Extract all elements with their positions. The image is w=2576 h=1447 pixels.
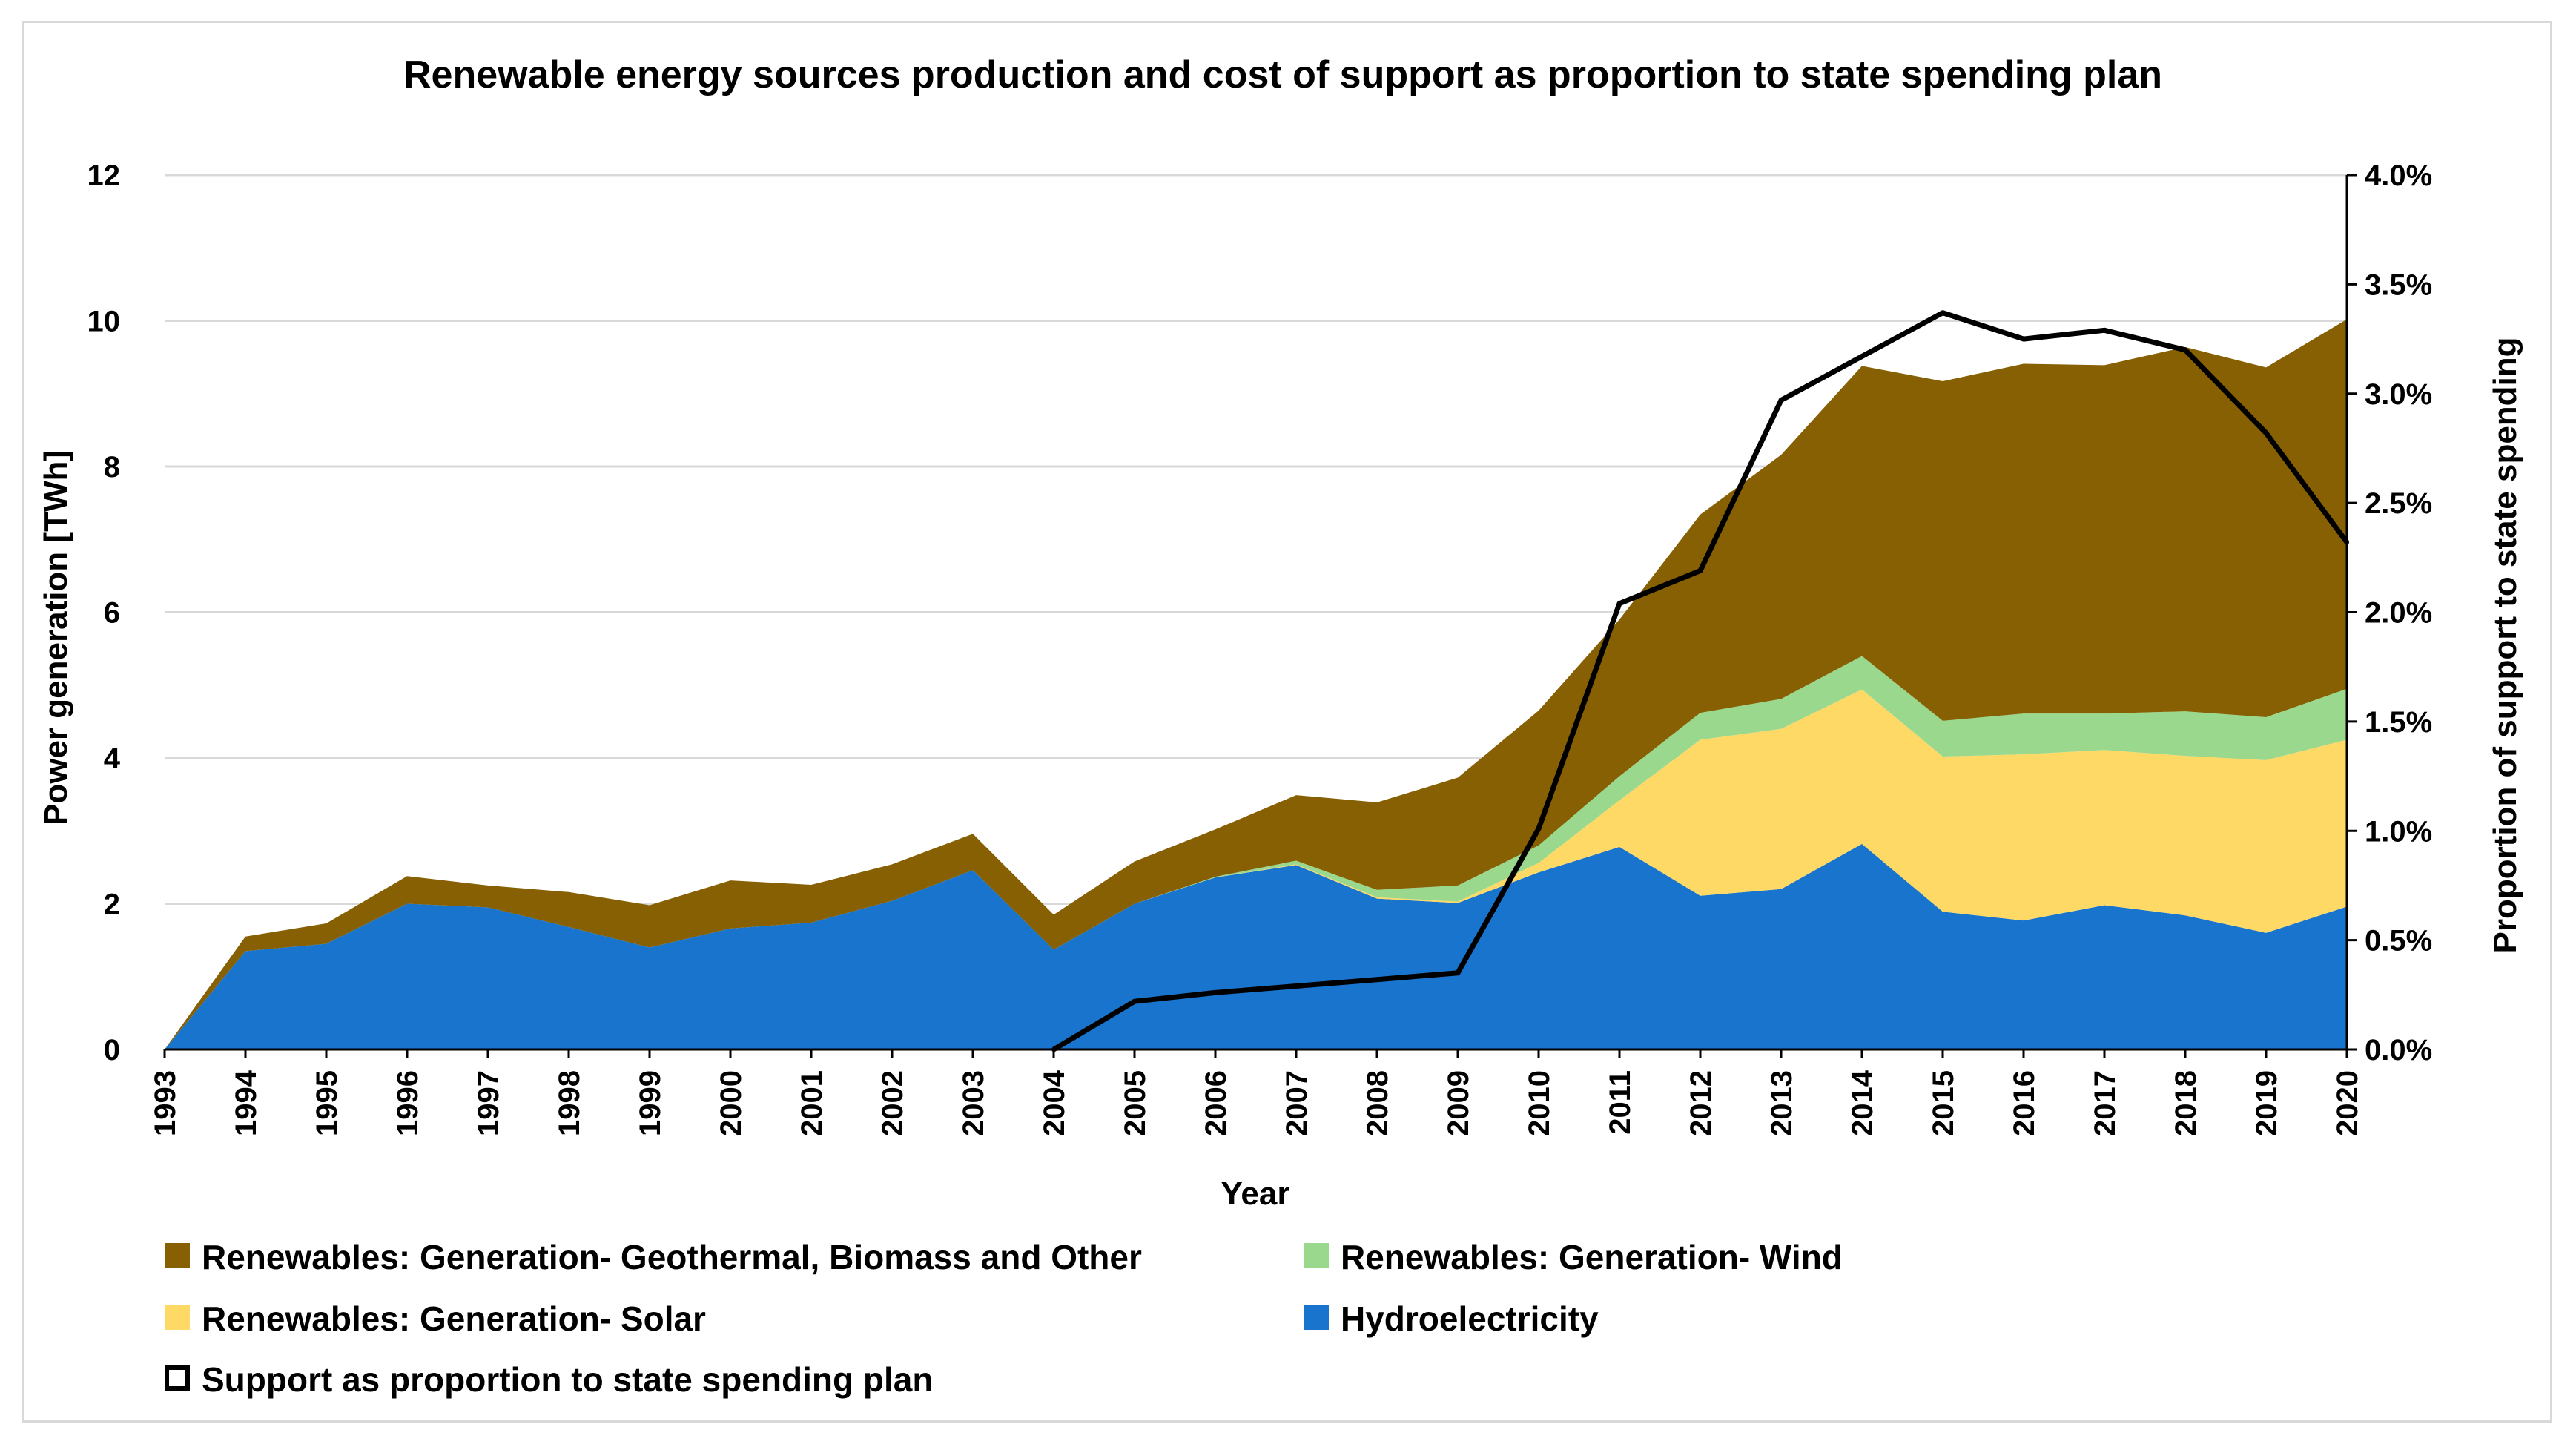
legend-swatch: [165, 1243, 190, 1268]
y2-tick-label: 3.5%: [2365, 268, 2432, 301]
x-tick-label: 2020: [2331, 1070, 2364, 1136]
legend-swatch: [165, 1305, 190, 1330]
y2-axis-title: Proportion of support to state spending: [2487, 337, 2523, 953]
x-tick-label: 2002: [876, 1070, 909, 1136]
support-line-point: [1375, 977, 1379, 982]
y-tick-label: 2: [104, 889, 120, 921]
x-tick-label: 2004: [1038, 1069, 1071, 1136]
x-tick-label: 2017: [2089, 1070, 2121, 1136]
legend: Renewables: Generation- Geothermal, Biom…: [165, 1238, 1843, 1399]
x-tick-label: 2000: [715, 1070, 747, 1136]
support-line-point: [2264, 430, 2268, 435]
area-renewables-generation-solar: [165, 689, 2347, 1049]
x-tick-label: 2016: [2008, 1070, 2041, 1136]
area-renewables-generation-geothermal-biomass-and-other: [165, 319, 2347, 1049]
x-tick-label: 1999: [634, 1070, 667, 1136]
x-tick-label: 2014: [1846, 1069, 1879, 1136]
x-tick-label: 1994: [230, 1069, 262, 1136]
y2-tick-label: 4.0%: [2365, 159, 2432, 192]
support-line-point: [2183, 347, 2187, 352]
x-tick-label: 2003: [957, 1070, 990, 1136]
support-line-point: [1456, 970, 1460, 975]
area-hydroelectricity: [165, 843, 2347, 1049]
x-tick-label: 2005: [1119, 1070, 1152, 1136]
support-line-point: [1213, 990, 1218, 995]
axes: [163, 174, 2357, 1058]
support-line-point: [1132, 999, 1137, 1004]
legend-swatch: [1304, 1305, 1329, 1330]
legend-label: Renewables: Generation- Wind: [1341, 1238, 1843, 1276]
support-line-point: [1779, 398, 1783, 403]
x-tick-label: 2011: [1604, 1070, 1637, 1135]
y-tick-label: 6: [104, 597, 120, 630]
x-tick-label: 2018: [2170, 1070, 2202, 1136]
support-line-point: [1536, 826, 1541, 831]
x-tick-label: 2009: [1442, 1070, 1475, 1136]
legend-label: Support as proportion to state spending …: [202, 1360, 933, 1399]
support-line-point: [1294, 983, 1298, 989]
y-tick-label: 0: [104, 1034, 120, 1067]
y2-tick-label: 1.0%: [2365, 815, 2432, 848]
legend-label: Renewables: Generation- Solar: [202, 1299, 706, 1338]
legend-label: Hydroelectricity: [1341, 1299, 1599, 1338]
y-tick-label: 12: [87, 159, 121, 192]
legend-swatch: [165, 1365, 190, 1391]
stacked-areas: [165, 319, 2347, 1049]
chart-title: Renewable energy sources production and …: [403, 53, 2162, 96]
y2-tick-label: 0.5%: [2365, 925, 2432, 957]
support-line-point: [1698, 568, 1703, 573]
support-line-point: [2102, 328, 2107, 333]
support-line-point: [2021, 337, 2026, 342]
x-tick-label: 1995: [311, 1070, 343, 1136]
x-tick-label: 1998: [553, 1070, 586, 1136]
support-line-point: [1941, 310, 1945, 315]
y-tick-label: 10: [87, 306, 121, 338]
x-tick-label: 2013: [1766, 1070, 1798, 1136]
x-tick-label: 2012: [1685, 1070, 1717, 1136]
y2-tick-label: 3.0%: [2365, 378, 2432, 411]
y2-tick-label: 2.0%: [2365, 597, 2432, 630]
y-axis-title: Power generation [TWh]: [38, 450, 74, 825]
y-tick-label: 4: [104, 742, 121, 775]
x-tick-label: 2019: [2250, 1070, 2283, 1136]
x-tick-label: 2007: [1281, 1070, 1313, 1136]
x-tick-label: 1993: [149, 1070, 182, 1136]
legend-swatch: [1304, 1243, 1329, 1268]
x-tick-label: 1996: [392, 1070, 424, 1136]
x-tick-label: 2006: [1200, 1070, 1232, 1136]
support-line-point: [1617, 601, 1622, 606]
y2-tick-label: 2.5%: [2365, 487, 2432, 520]
y2-tick-label: 0.0%: [2365, 1034, 2432, 1067]
y2-tick-label: 1.5%: [2365, 706, 2432, 739]
x-tick-label: 2008: [1361, 1070, 1394, 1136]
support-line-point: [1860, 354, 1864, 359]
tick-labels: 0 2 4 6 8 10 12 0.0% 0.5% 1.0% 1.5% 2.0% 2.5% 3.0% 3.5…: [87, 159, 2433, 1136]
y-tick-label: 8: [104, 451, 120, 484]
x-tick-label: 2015: [1927, 1070, 1960, 1136]
x-tick-label: 2010: [1523, 1070, 1556, 1136]
x-tick-label: 1997: [472, 1070, 505, 1136]
x-tick-label: 2001: [796, 1070, 828, 1136]
legend-label: Renewables: Generation- Geothermal, Biom…: [202, 1238, 1142, 1276]
x-axis-title: Year: [1221, 1176, 1290, 1212]
